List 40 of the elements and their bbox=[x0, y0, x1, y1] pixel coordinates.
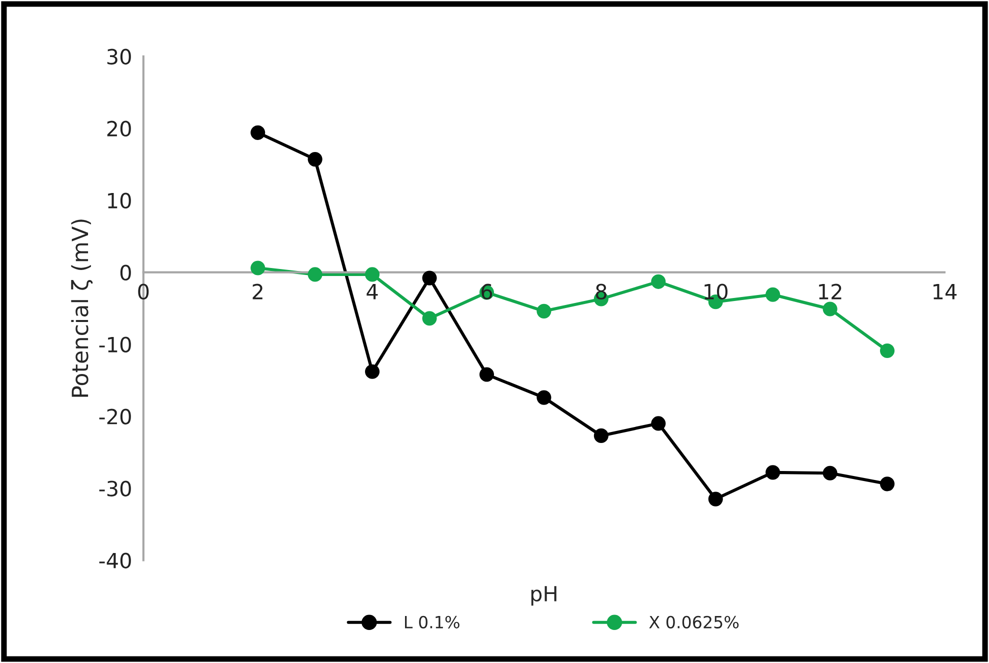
point bbox=[822, 302, 838, 316]
x-tick-label: 12 bbox=[819, 284, 842, 300]
x-tick-label: 6 bbox=[482, 284, 492, 300]
point bbox=[308, 152, 322, 167]
point bbox=[365, 364, 380, 379]
point bbox=[308, 267, 322, 282]
y-axis-title: Potencial ζ (mV) bbox=[71, 220, 93, 397]
legend-label: X 0.0625% bbox=[649, 616, 739, 628]
x-axis-title: pH bbox=[531, 586, 556, 606]
y-tick-label: -40 bbox=[99, 552, 131, 568]
y-tick-label: 20 bbox=[107, 120, 131, 137]
y-tick-label: 30 bbox=[107, 48, 131, 65]
y-tick-label: -30 bbox=[99, 480, 131, 496]
y-tick-label: -20 bbox=[99, 408, 131, 424]
x-tick-label: 2 bbox=[252, 284, 262, 300]
point bbox=[766, 465, 780, 480]
point bbox=[422, 270, 437, 286]
y-tick-label: 10 bbox=[108, 192, 131, 209]
point bbox=[536, 304, 552, 318]
point bbox=[651, 416, 666, 431]
point bbox=[766, 287, 780, 302]
legend-label: L 0.1% bbox=[405, 616, 460, 628]
x-tick-label: 14 bbox=[934, 284, 957, 300]
point bbox=[536, 390, 552, 405]
point bbox=[250, 125, 266, 140]
point bbox=[365, 267, 380, 282]
point bbox=[880, 476, 895, 492]
point bbox=[880, 343, 895, 358]
point bbox=[651, 274, 666, 289]
y-tick-label: -10 bbox=[99, 336, 131, 352]
x-tick-label: 0 bbox=[138, 284, 149, 300]
point bbox=[594, 428, 608, 443]
point bbox=[822, 466, 838, 480]
point bbox=[250, 260, 266, 276]
point bbox=[479, 367, 494, 382]
point bbox=[422, 311, 437, 326]
point bbox=[708, 492, 723, 506]
x-tick-label: 10 bbox=[704, 284, 728, 300]
x-tick-label: 4 bbox=[366, 284, 378, 300]
y-tick-label: 0 bbox=[120, 264, 131, 281]
